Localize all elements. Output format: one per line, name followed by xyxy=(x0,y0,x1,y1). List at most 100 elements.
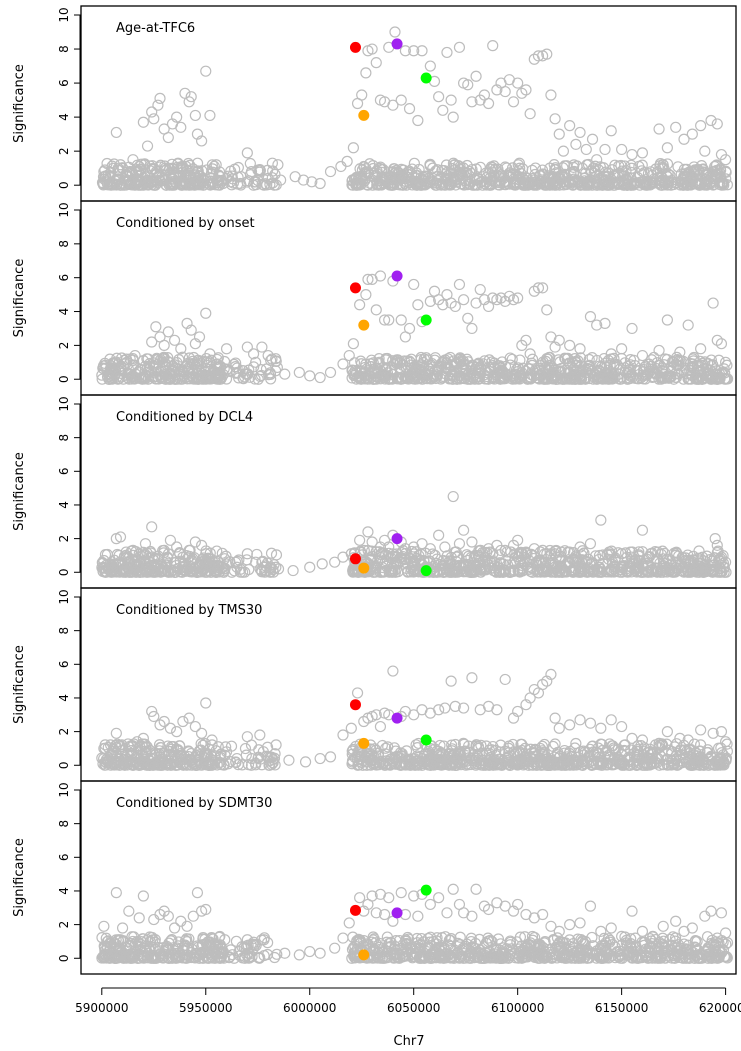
background-point xyxy=(260,363,273,375)
background-point xyxy=(127,154,139,166)
background-point xyxy=(182,750,195,763)
background-point xyxy=(206,734,218,746)
background-point xyxy=(416,45,428,57)
background-point xyxy=(653,737,665,749)
background-point xyxy=(175,343,187,355)
y-tick-label: 4 xyxy=(57,113,71,121)
background-point xyxy=(572,355,584,367)
highlight-point-red xyxy=(349,41,361,53)
background-point xyxy=(575,560,587,573)
background-point xyxy=(161,940,173,952)
background-point xyxy=(279,368,291,380)
background-point xyxy=(241,548,253,560)
background-point xyxy=(416,173,429,185)
background-point xyxy=(146,521,158,533)
background-point xyxy=(262,751,274,763)
background-point xyxy=(638,175,651,187)
background-point xyxy=(351,687,364,699)
background-point xyxy=(378,757,390,769)
background-point xyxy=(553,722,565,734)
background-point xyxy=(239,742,252,755)
background-point xyxy=(452,550,464,562)
background-point xyxy=(408,45,420,57)
background-point xyxy=(714,759,726,771)
background-point xyxy=(156,565,168,577)
background-point xyxy=(365,360,377,373)
background-point xyxy=(574,365,586,377)
background-point xyxy=(690,373,702,385)
background-point xyxy=(678,566,690,578)
background-point xyxy=(459,175,471,187)
y-tick-label: 4 xyxy=(57,501,71,509)
y-tick-label: 0 xyxy=(57,568,71,576)
background-point xyxy=(180,160,192,173)
background-point xyxy=(178,557,190,569)
background-point xyxy=(422,745,434,757)
background-point xyxy=(567,566,579,578)
background-point xyxy=(204,348,216,360)
background-point xyxy=(133,548,145,560)
background-point xyxy=(712,167,724,179)
background-point xyxy=(491,757,503,769)
background-point xyxy=(695,553,707,565)
background-point xyxy=(590,366,602,378)
background-point xyxy=(576,162,589,174)
background-point xyxy=(220,558,233,570)
background-point xyxy=(435,358,447,370)
background-point xyxy=(513,165,525,177)
background-point xyxy=(430,369,443,381)
highlight-point-orange xyxy=(358,319,370,331)
background-point xyxy=(166,162,178,174)
background-point xyxy=(193,179,205,191)
background-point xyxy=(525,548,537,560)
background-point xyxy=(148,113,160,125)
background-point xyxy=(112,935,125,947)
background-point xyxy=(661,314,673,326)
background-point xyxy=(202,564,214,576)
background-point xyxy=(171,726,183,738)
background-point xyxy=(145,559,157,571)
background-point xyxy=(570,138,582,150)
background-point xyxy=(461,565,473,577)
background-point xyxy=(254,370,266,383)
background-point xyxy=(139,370,151,382)
background-point xyxy=(466,536,478,548)
background-point xyxy=(168,566,180,578)
background-point xyxy=(668,373,680,385)
background-point xyxy=(254,729,266,741)
y-tick-label: 6 xyxy=(57,467,71,475)
background-point xyxy=(171,541,183,553)
background-point xyxy=(713,178,726,190)
background-point xyxy=(96,177,109,189)
background-point xyxy=(213,166,226,178)
background-point xyxy=(137,116,149,128)
background-point xyxy=(99,549,112,561)
background-point xyxy=(412,114,424,127)
background-point xyxy=(656,174,668,186)
background-point xyxy=(600,166,612,178)
background-point xyxy=(473,173,485,186)
background-point xyxy=(593,759,606,771)
background-point xyxy=(152,553,164,565)
background-point xyxy=(622,360,634,372)
background-point xyxy=(391,548,403,560)
background-point xyxy=(183,712,195,724)
background-point xyxy=(378,314,391,326)
background-point xyxy=(189,720,201,733)
background-point xyxy=(112,558,124,570)
background-point xyxy=(550,179,562,191)
background-point xyxy=(258,561,270,573)
background-point xyxy=(579,758,591,770)
background-point xyxy=(558,744,571,757)
background-point xyxy=(481,558,494,570)
background-point xyxy=(676,366,688,379)
background-point xyxy=(204,553,216,565)
background-point xyxy=(165,757,177,770)
background-point xyxy=(583,353,595,366)
background-point xyxy=(549,113,561,125)
background-point xyxy=(131,736,143,748)
background-point xyxy=(115,950,127,962)
background-point xyxy=(427,162,439,174)
background-point xyxy=(262,172,274,184)
background-point xyxy=(580,371,592,383)
